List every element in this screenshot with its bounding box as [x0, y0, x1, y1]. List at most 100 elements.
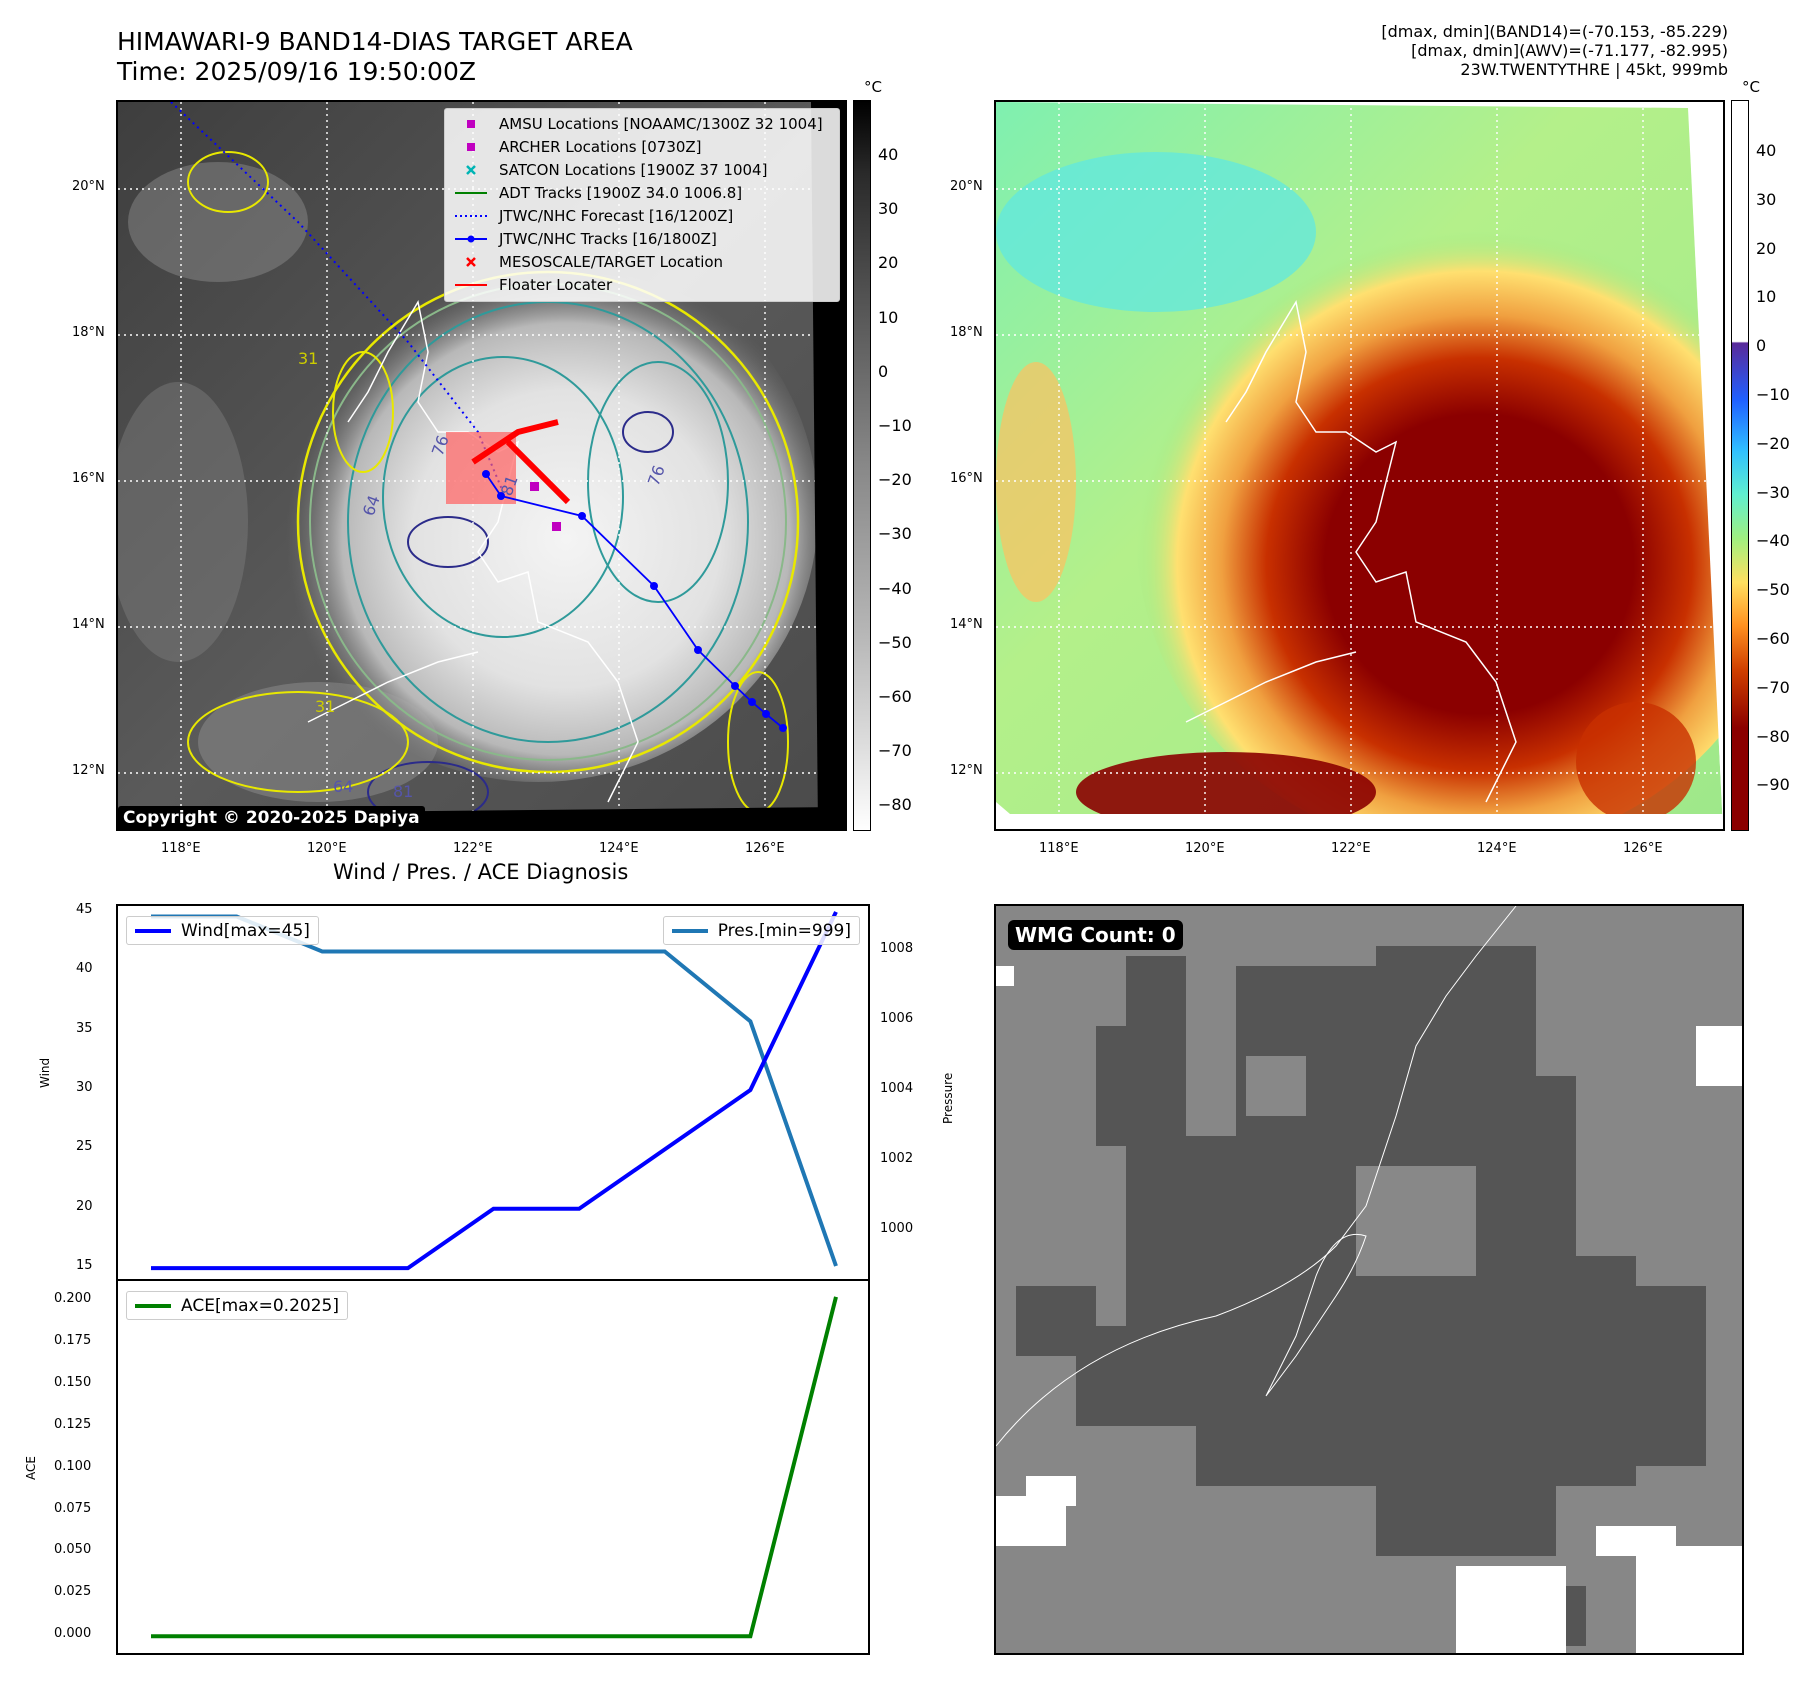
info-band14: [dmax, dmin](BAND14)=(-70.153, -85.229) — [1381, 22, 1728, 41]
lon-tick: 126°E — [745, 841, 785, 856]
colorbar-tick: 10 — [878, 307, 899, 327]
awv-colorbar-unit: °C — [1742, 78, 1760, 96]
lat-tick: 12°N — [72, 763, 105, 778]
contour-label: 64 — [333, 777, 353, 796]
legend-label: AMSU Locations [NOAAMC/1300Z 32 1004] — [499, 114, 823, 133]
colorbar-tick: 10 — [1756, 287, 1777, 307]
lat-tick: 14°N — [72, 617, 105, 632]
colorbar-tick: 20 — [1756, 238, 1777, 258]
copyright-badge: Copyright © 2020-2025 Dapiya — [118, 806, 425, 829]
ace-ytick: 0.025 — [54, 1584, 92, 1600]
lon-tick: 118°E — [1039, 841, 1079, 856]
ace-ytick: 0.000 — [54, 1626, 92, 1642]
wind-legend: Wind[max=45] — [126, 916, 319, 945]
wmg-image — [996, 906, 1742, 1653]
wind-ytick: 25 — [76, 1139, 93, 1155]
legend-item: JTWC/NHC Tracks [16/1800Z] — [445, 227, 839, 250]
colorbar-tick: −10 — [1756, 385, 1790, 404]
pres-legend-label: Pres.[min=999] — [717, 920, 851, 941]
lat-tick: 20°N — [950, 179, 983, 194]
colorbar-tick: 40 — [1756, 141, 1777, 160]
wind-ytick: 20 — [76, 1198, 93, 1214]
ir-map-panel: 76 64 81 64 81 76 31 31 AMSU Locations [… — [116, 100, 847, 831]
pressure-ytick: 1006 — [880, 1011, 914, 1027]
legend-item: MESOSCALE/TARGET Location — [445, 250, 839, 273]
legend-symbol — [453, 254, 489, 270]
lat-tick: 18°N — [72, 325, 105, 340]
colorbar-tick: 30 — [878, 199, 899, 219]
pressure-ytick: 1004 — [880, 1081, 914, 1097]
lat-tick: 18°N — [950, 325, 983, 340]
legend-label: ARCHER Locations [0730Z] — [499, 137, 702, 156]
lon-tick: 126°E — [1623, 841, 1663, 856]
colorbar-tick: 0 — [878, 361, 889, 381]
lat-tick: 20°N — [72, 179, 105, 194]
colorbar-tick: −30 — [1756, 482, 1790, 502]
lon-tick: 124°E — [599, 841, 639, 856]
pressure-series-line — [151, 914, 838, 1267]
lon-tick: 122°E — [453, 841, 493, 856]
colorbar-tick: −80 — [878, 795, 912, 815]
legend-item: ADT Tracks [1900Z 34.0 1006.8] — [445, 181, 839, 204]
ace-ytick: 0.075 — [54, 1500, 92, 1516]
title-line-2: Time: 2025/09/16 19:50:00Z — [117, 57, 476, 86]
pres-legend: Pres.[min=999] — [662, 916, 860, 945]
colorbar-tick: −60 — [1756, 629, 1790, 648]
colorbar-tick: −20 — [878, 470, 912, 490]
colorbar-tick: −40 — [1756, 531, 1790, 551]
wind-ytick: 45 — [76, 901, 93, 917]
legend-item: Floater Locater — [445, 273, 839, 296]
ace-ytick: 0.125 — [54, 1416, 92, 1432]
colorbar-tick: −90 — [1756, 775, 1790, 795]
wind-ytick: 30 — [76, 1080, 93, 1096]
legend-label: JTWC/NHC Tracks [16/1800Z] — [499, 229, 717, 248]
ace-chart: ACE[max=0.2025] — [116, 1279, 870, 1655]
legend-symbol — [453, 116, 489, 132]
legend-label: ADT Tracks [1900Z 34.0 1006.8] — [499, 183, 743, 202]
pres-legend-swatch — [671, 923, 708, 939]
wmg-panel: WMG Count: 0 — [994, 904, 1744, 1655]
colorbar-tick: 40 — [878, 145, 899, 164]
ace-axis-label: ACE — [24, 1456, 38, 1480]
legend-symbol — [453, 208, 489, 224]
lon-tick: 122°E — [1331, 841, 1371, 856]
ace-ytick: 0.150 — [54, 1374, 92, 1390]
lat-tick: 12°N — [950, 763, 983, 778]
figure-title: HIMAWARI-9 BAND14-DIAS TARGET AREA Time:… — [117, 27, 633, 87]
legend-label: MESOSCALE/TARGET Location — [499, 252, 724, 271]
contour-label: 81 — [393, 782, 413, 801]
lat-tick: 14°N — [950, 617, 983, 632]
wind-pres-plot — [151, 911, 838, 1271]
lon-tick: 124°E — [1477, 841, 1517, 856]
ace-plot — [151, 1296, 838, 1639]
lon-tick: 120°E — [307, 841, 347, 856]
diagnosis-title: Wind / Pres. / ACE Diagnosis — [333, 860, 629, 884]
awv-map-image — [996, 102, 1723, 829]
storm-info: [dmax, dmin](BAND14)=(-70.153, -85.229) … — [1381, 22, 1728, 79]
ace-legend-swatch — [135, 1298, 171, 1314]
ace-ytick: 0.100 — [54, 1458, 92, 1474]
legend-label: SATCON Locations [1900Z 37 1004] — [499, 160, 768, 179]
colorbar-tick: 30 — [1756, 189, 1777, 209]
info-awv: [dmax, dmin](AWV)=(-71.177, -82.995) — [1411, 41, 1728, 60]
legend-symbol — [453, 277, 489, 293]
legend-item: SATCON Locations [1900Z 37 1004] — [445, 158, 839, 181]
colorbar-tick: 20 — [878, 253, 899, 273]
legend-item: AMSU Locations [NOAAMC/1300Z 32 1004] — [445, 112, 839, 135]
wind-axis-label: Wind — [38, 1057, 52, 1088]
colorbar-tick: −20 — [1756, 433, 1790, 453]
wind-ytick: 40 — [76, 961, 93, 977]
colorbar-tick: −80 — [1756, 726, 1790, 746]
contour-label: 31 — [298, 349, 318, 368]
pressure-ytick: 1000 — [880, 1221, 914, 1237]
colorbar-tick: −60 — [878, 687, 912, 706]
legend-symbol — [453, 185, 489, 201]
lat-tick: 16°N — [950, 471, 983, 486]
legend-item: ARCHER Locations [0730Z] — [445, 135, 839, 158]
contour-label: 31 — [315, 697, 335, 716]
legend-symbol — [453, 139, 489, 155]
wind-legend-swatch — [135, 923, 171, 939]
wind-pres-chart: Wind[max=45] Pres.[min=999] — [116, 904, 870, 1280]
legend-label: Floater Locater — [499, 275, 613, 294]
ace-ytick: 0.050 — [54, 1542, 92, 1558]
